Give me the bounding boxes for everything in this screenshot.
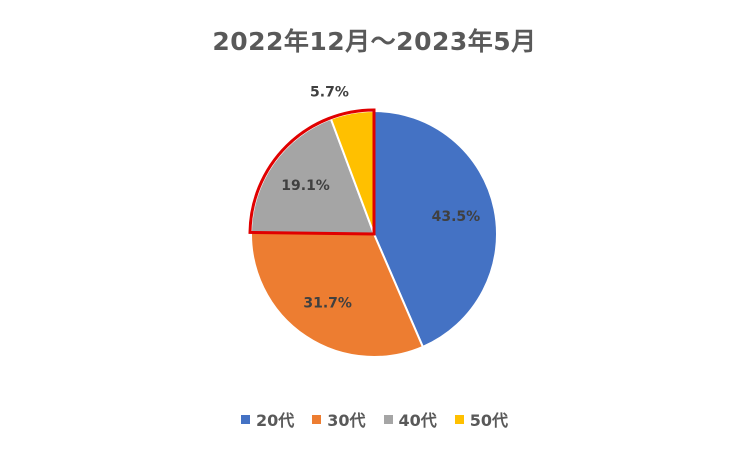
pie-slice-20代 <box>373 109 498 349</box>
legend-swatch <box>240 414 250 424</box>
data-label-30代: 31.7% <box>303 296 352 312</box>
legend-swatch <box>312 414 322 424</box>
data-label-50代: 5.7% <box>310 84 349 100</box>
legend-swatch <box>454 414 464 424</box>
legend-item-40代: 40代 <box>383 407 437 431</box>
legend-swatch <box>383 414 393 424</box>
legend-label: 30代 <box>327 411 366 430</box>
chart-title: 2022年12月～2023年5月 <box>212 27 537 56</box>
legend-item-30代: 30代 <box>312 407 366 431</box>
legend: 20代 30代 40代 50代 <box>0 407 749 431</box>
pie-slice-30代 <box>250 231 425 358</box>
data-labels: 43.5% 31.7% 19.1% 5.7% <box>281 84 480 311</box>
highlight-outline <box>248 108 376 236</box>
legend-label: 50代 <box>469 411 509 430</box>
data-label-40代: 19.1% <box>281 178 330 194</box>
legend-label: 20代 <box>255 411 295 430</box>
highlight-outline-path <box>248 108 376 236</box>
legend-label: 40代 <box>398 411 437 430</box>
legend-item-50代: 50代 <box>454 407 509 431</box>
legend-item-20代: 20代 <box>240 407 295 431</box>
data-label-20代: 43.5% <box>432 209 481 225</box>
